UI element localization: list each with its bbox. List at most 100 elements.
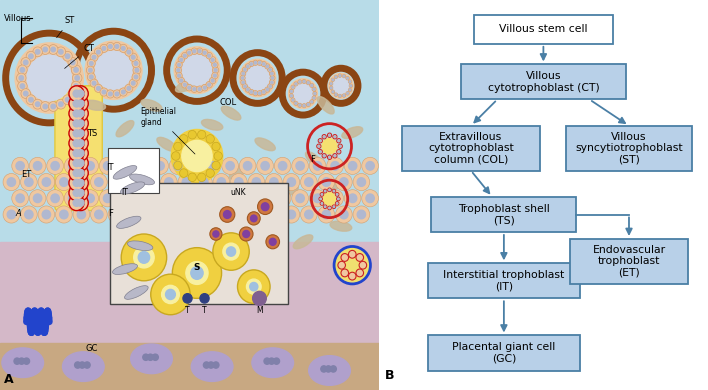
Circle shape — [269, 80, 275, 85]
Circle shape — [344, 190, 361, 207]
Circle shape — [309, 83, 314, 87]
Circle shape — [299, 105, 301, 106]
Circle shape — [3, 174, 20, 191]
Circle shape — [188, 51, 190, 54]
Circle shape — [73, 195, 88, 211]
Circle shape — [287, 210, 295, 219]
Bar — [108, 148, 159, 193]
Circle shape — [212, 142, 220, 151]
Circle shape — [257, 190, 273, 207]
Circle shape — [327, 157, 343, 174]
Circle shape — [42, 178, 50, 186]
Circle shape — [318, 138, 322, 143]
Circle shape — [241, 80, 246, 85]
Circle shape — [254, 92, 256, 94]
Circle shape — [208, 161, 217, 170]
Circle shape — [312, 87, 316, 91]
Circle shape — [152, 354, 159, 360]
Circle shape — [356, 254, 363, 261]
Circle shape — [290, 90, 292, 92]
Circle shape — [96, 50, 101, 54]
Circle shape — [319, 140, 321, 142]
Circle shape — [324, 155, 325, 157]
Circle shape — [322, 138, 337, 154]
Circle shape — [73, 190, 80, 197]
Circle shape — [203, 362, 210, 368]
Circle shape — [69, 96, 84, 111]
Circle shape — [18, 65, 27, 75]
Circle shape — [324, 189, 327, 193]
Circle shape — [73, 106, 88, 121]
FancyBboxPatch shape — [461, 64, 626, 99]
Circle shape — [207, 54, 211, 57]
Circle shape — [51, 161, 59, 170]
Circle shape — [169, 190, 186, 207]
Circle shape — [59, 50, 63, 54]
Circle shape — [143, 174, 160, 191]
FancyBboxPatch shape — [428, 335, 580, 370]
Circle shape — [21, 174, 38, 191]
Circle shape — [19, 76, 23, 80]
Circle shape — [69, 115, 84, 131]
Circle shape — [73, 150, 80, 157]
Circle shape — [338, 140, 340, 142]
Circle shape — [55, 174, 72, 191]
Circle shape — [347, 77, 348, 79]
Ellipse shape — [134, 166, 154, 177]
Circle shape — [178, 57, 185, 63]
Circle shape — [56, 47, 66, 57]
Circle shape — [188, 130, 196, 139]
Circle shape — [231, 206, 247, 223]
Circle shape — [226, 194, 234, 202]
Circle shape — [299, 81, 301, 83]
Circle shape — [77, 100, 84, 107]
Circle shape — [69, 185, 84, 201]
Circle shape — [26, 51, 35, 61]
Circle shape — [213, 74, 217, 77]
Circle shape — [207, 83, 211, 86]
Circle shape — [88, 68, 92, 72]
Circle shape — [73, 155, 88, 171]
Circle shape — [309, 190, 326, 207]
Circle shape — [327, 190, 343, 207]
Circle shape — [56, 99, 66, 109]
Circle shape — [219, 207, 235, 222]
Circle shape — [176, 72, 182, 79]
Circle shape — [334, 75, 338, 79]
Circle shape — [258, 62, 261, 64]
Circle shape — [73, 120, 80, 127]
Circle shape — [349, 84, 353, 87]
Circle shape — [193, 88, 196, 91]
Circle shape — [198, 88, 201, 91]
Circle shape — [171, 152, 180, 160]
Circle shape — [18, 358, 25, 364]
Circle shape — [130, 178, 138, 186]
Circle shape — [77, 140, 84, 147]
Circle shape — [300, 174, 317, 191]
Circle shape — [106, 43, 114, 51]
Circle shape — [73, 86, 88, 101]
FancyBboxPatch shape — [402, 126, 540, 171]
Circle shape — [332, 189, 336, 193]
Circle shape — [152, 157, 169, 174]
Ellipse shape — [122, 221, 143, 232]
Circle shape — [166, 289, 176, 300]
Circle shape — [77, 110, 84, 117]
Circle shape — [356, 269, 363, 277]
Ellipse shape — [222, 106, 241, 120]
Circle shape — [319, 197, 322, 200]
Text: Extravillous
cytotrophoblast
column (COL): Extravillous cytotrophoblast column (COL… — [428, 131, 514, 165]
Circle shape — [73, 145, 88, 161]
Circle shape — [246, 65, 249, 67]
Ellipse shape — [252, 348, 294, 378]
Circle shape — [311, 101, 313, 103]
Circle shape — [191, 48, 198, 55]
Circle shape — [343, 75, 345, 77]
Ellipse shape — [255, 138, 275, 151]
Circle shape — [271, 77, 274, 79]
Ellipse shape — [293, 235, 313, 249]
Circle shape — [122, 46, 125, 50]
Circle shape — [69, 165, 84, 181]
Ellipse shape — [327, 176, 347, 190]
Circle shape — [239, 190, 256, 207]
